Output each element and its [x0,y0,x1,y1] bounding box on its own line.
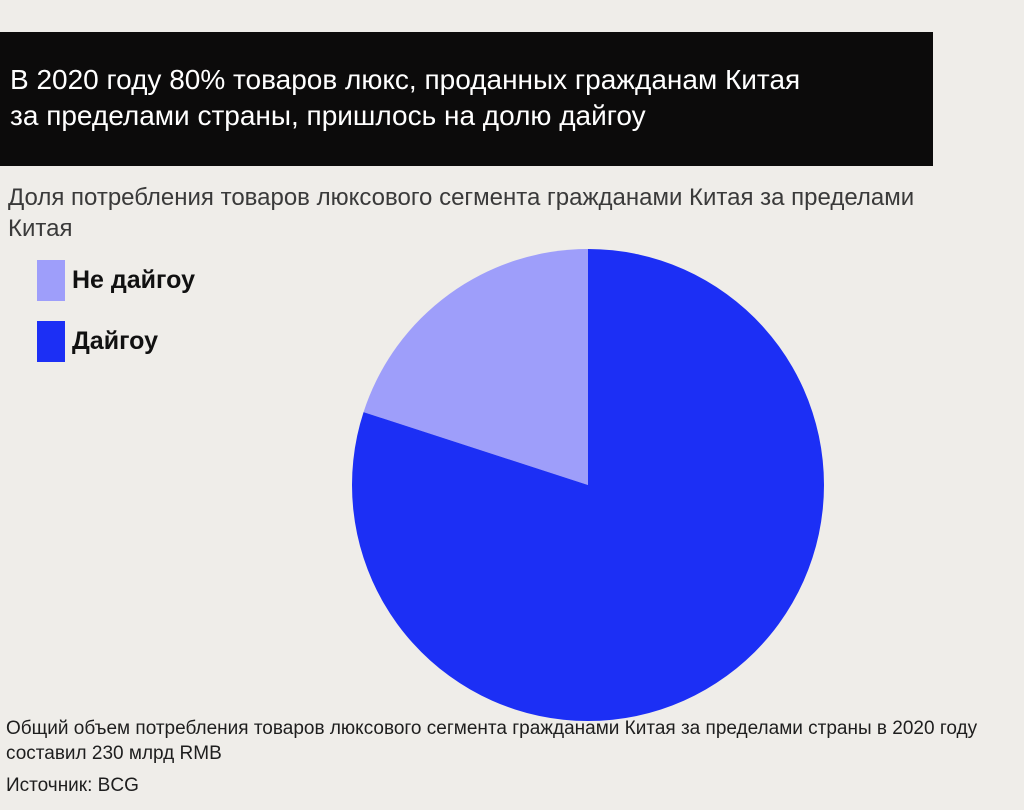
chart-source: Источник: BCG [6,775,139,796]
headline: В 2020 году 80% товаров люкс, проданных … [10,62,933,134]
legend-swatch-not-daigou [37,259,65,301]
headline-banner: В 2020 году 80% товаров люкс, проданных … [0,32,933,166]
legend-item-not-daigou: Не дайгоу [37,258,195,302]
legend-item-daigou: Дайгоу [37,319,195,363]
legend-label-not-daigou: Не дайгоу [72,265,195,294]
headline-line-2: за пределами страны, пришлось на долю да… [10,100,646,131]
pie-chart [351,249,824,721]
chart-footnote: Общий объем потребления товаров люксовог… [6,718,978,764]
pie-slice-daigou [351,249,824,721]
legend-label-daigou: Дайгоу [72,326,159,355]
chart-legend: Не дайгоу Дайгоу [37,258,195,380]
pie-slice-not-daigou [363,249,588,485]
headline-line-1: В 2020 году 80% товаров люкс, проданных … [10,64,801,95]
chart-title: Доля потребления товаров люксового сегме… [8,184,915,242]
legend-swatch-daigou [37,320,65,362]
